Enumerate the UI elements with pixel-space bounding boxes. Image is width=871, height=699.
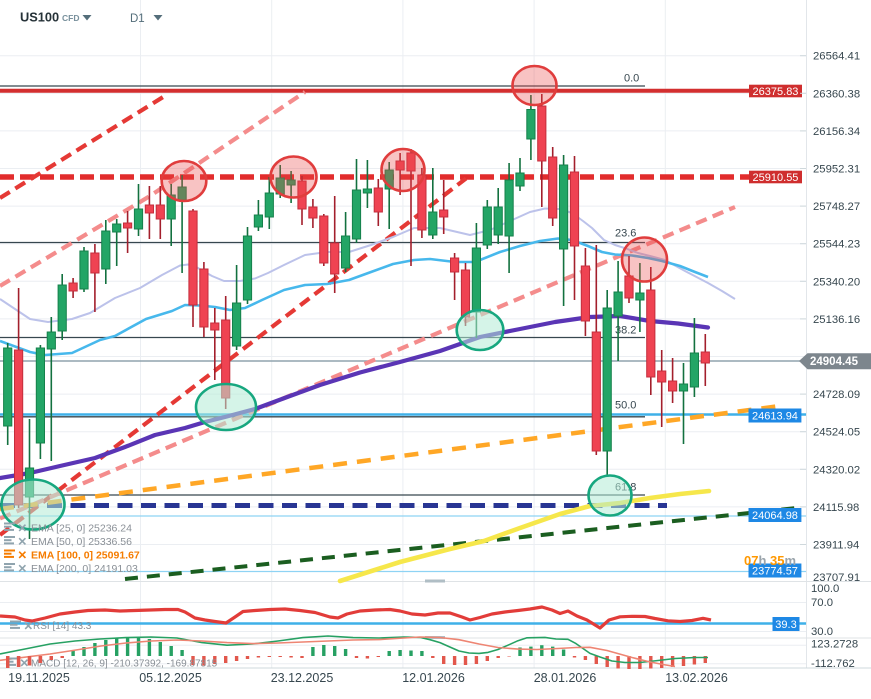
svg-text:23774.57: 23774.57 xyxy=(752,566,798,578)
svg-text:✕: ✕ xyxy=(18,550,28,562)
svg-text:26156.34: 26156.34 xyxy=(813,126,860,138)
svg-text:RSI [14] 43.3: RSI [14] 43.3 xyxy=(33,621,92,632)
svg-text:25910.55: 25910.55 xyxy=(753,172,799,184)
svg-text:23911.94: 23911.94 xyxy=(813,540,859,552)
svg-text:23707.91: 23707.91 xyxy=(813,572,860,584)
svg-text:70.0: 70.0 xyxy=(811,597,833,609)
svg-text:30.0: 30.0 xyxy=(811,626,833,638)
svg-text:38.2: 38.2 xyxy=(615,325,636,337)
svg-text:26375.83: 26375.83 xyxy=(753,86,799,98)
svg-text:24524.05: 24524.05 xyxy=(813,427,860,439)
svg-text:05.12.2025: 05.12.2025 xyxy=(139,671,202,685)
svg-text:26564.41: 26564.41 xyxy=(813,51,860,63)
svg-text:EMA [25, 0] 25236.24: EMA [25, 0] 25236.24 xyxy=(31,523,132,535)
svg-text:✕: ✕ xyxy=(18,523,28,535)
svg-text:24613.94: 24613.94 xyxy=(752,411,798,423)
svg-text:28.01.2026: 28.01.2026 xyxy=(534,671,597,685)
svg-text:24320.02: 24320.02 xyxy=(813,464,860,476)
svg-text:25748.27: 25748.27 xyxy=(813,201,860,213)
svg-text:12.01.2026: 12.01.2026 xyxy=(402,671,465,685)
svg-text:23.12.2025: 23.12.2025 xyxy=(271,671,334,685)
svg-text:123.2728: 123.2728 xyxy=(811,639,858,651)
svg-text:26360.38: 26360.38 xyxy=(813,88,860,100)
svg-text:25340.20: 25340.20 xyxy=(813,276,860,288)
svg-text:✕: ✕ xyxy=(18,537,28,549)
svg-text:19.11.2025: 19.11.2025 xyxy=(8,671,70,685)
svg-text:24064.98: 24064.98 xyxy=(752,510,798,522)
svg-text:✕: ✕ xyxy=(18,564,28,576)
svg-text:-112.762: -112.762 xyxy=(811,658,855,670)
svg-text:24115.98: 24115.98 xyxy=(813,502,859,514)
svg-text:✕: ✕ xyxy=(24,621,34,633)
svg-text:24728.09: 24728.09 xyxy=(813,389,860,401)
svg-text:D1: D1 xyxy=(130,13,145,25)
svg-text:✕: ✕ xyxy=(20,658,30,670)
svg-text:23.6: 23.6 xyxy=(615,228,636,240)
svg-text:25136.16: 25136.16 xyxy=(813,314,860,326)
svg-text:EMA [50, 0] 25336.56: EMA [50, 0] 25336.56 xyxy=(31,536,132,548)
svg-text:100.0: 100.0 xyxy=(811,583,839,595)
svg-text:US100: US100 xyxy=(20,10,59,25)
svg-text:0.0: 0.0 xyxy=(624,73,639,85)
svg-text:EMA [200, 0] 24191.03: EMA [200, 0] 24191.03 xyxy=(31,563,138,575)
svg-text:CFD: CFD xyxy=(62,13,79,23)
svg-text:25544.23: 25544.23 xyxy=(813,239,860,251)
svg-text:EMA [100, 0] 25091.67: EMA [100, 0] 25091.67 xyxy=(31,550,140,562)
svg-text:24904.45: 24904.45 xyxy=(810,356,859,368)
svg-text:07h 35m: 07h 35m xyxy=(744,553,796,568)
svg-text:39.3: 39.3 xyxy=(775,619,796,631)
svg-text:13.02.2026: 13.02.2026 xyxy=(665,671,728,685)
svg-text:25952.31: 25952.31 xyxy=(813,164,860,176)
svg-text:50.0: 50.0 xyxy=(615,400,636,412)
svg-text:MACD [12, 26, 9] -210.37392,: MACD [12, 26, 9] -210.37392, -169.87815 xyxy=(31,659,218,670)
